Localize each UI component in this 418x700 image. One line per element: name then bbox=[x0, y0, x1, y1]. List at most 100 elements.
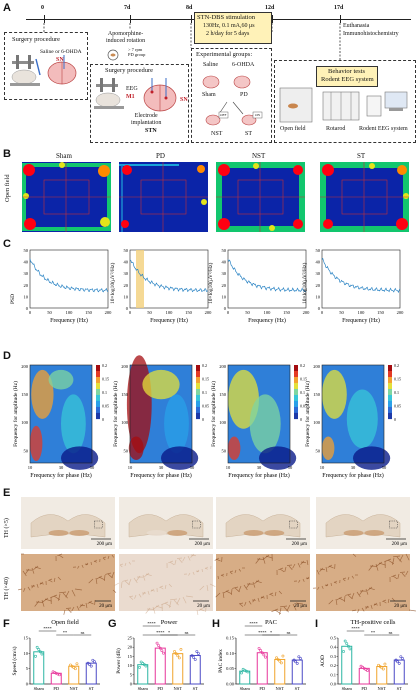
th-fiber bbox=[375, 563, 379, 571]
data-point bbox=[138, 665, 141, 669]
th-fiber bbox=[365, 605, 369, 610]
chart-title: PAC bbox=[265, 619, 277, 626]
group-title-pd-b: PD bbox=[156, 152, 165, 160]
psd-xtick: 50 bbox=[147, 310, 152, 315]
data-point bbox=[346, 644, 350, 648]
panel-label-c: C bbox=[3, 238, 11, 250]
th-fiber bbox=[234, 587, 240, 593]
th-fiber bbox=[392, 575, 398, 580]
th-fiber bbox=[257, 597, 260, 602]
chart-ytick: 10 bbox=[128, 663, 133, 668]
timeline-tick-8d bbox=[191, 15, 192, 23]
th-fiber bbox=[239, 603, 244, 607]
pac-colorbar-segment bbox=[196, 400, 200, 408]
scale-200um: 200 μm bbox=[292, 542, 307, 547]
th-fiber bbox=[373, 603, 378, 606]
group-saline: Saline bbox=[203, 62, 218, 68]
data-point bbox=[342, 650, 345, 653]
pac-colorbar-segment bbox=[294, 382, 298, 390]
data-point bbox=[88, 663, 92, 667]
chart-xtick: ST bbox=[89, 686, 95, 691]
th-fiber bbox=[328, 599, 334, 605]
pac-colorbar-tick: 0.15 bbox=[202, 376, 209, 381]
pac-colorbar-segment bbox=[196, 388, 200, 396]
pac-colorbar-segment bbox=[96, 412, 100, 420]
data-point bbox=[394, 658, 398, 662]
data-point bbox=[40, 652, 44, 656]
psd-ytick: 0 bbox=[318, 306, 321, 311]
data-point bbox=[93, 660, 96, 664]
psd-xtick: 150 bbox=[185, 310, 193, 315]
psd-ytick: 0 bbox=[26, 306, 29, 311]
th-fiber bbox=[255, 580, 262, 583]
eeg-label: EEG bbox=[126, 86, 138, 92]
psd-frame bbox=[227, 249, 307, 309]
th-fiber bbox=[85, 602, 88, 608]
th-fiber bbox=[243, 584, 248, 591]
th-fiber bbox=[352, 553, 357, 557]
pac-blob bbox=[128, 436, 144, 461]
psd-xlabel: Frequency (Hz) bbox=[150, 317, 188, 324]
pac-colorbar-tick: 0.1 bbox=[394, 390, 399, 395]
th-fiber bbox=[217, 575, 219, 580]
pac-colorbar-segment bbox=[196, 376, 200, 384]
th-fiber bbox=[145, 573, 152, 576]
m1-label: M1 bbox=[126, 94, 135, 100]
th-fiber bbox=[201, 568, 203, 573]
th-fiber bbox=[178, 558, 183, 564]
th-fiber bbox=[328, 565, 334, 569]
th-fiber bbox=[222, 591, 225, 598]
th-fiber bbox=[104, 574, 106, 582]
th-fiber bbox=[95, 577, 98, 584]
th-fiber bbox=[265, 555, 273, 559]
pac-colorbar-tick: 0.1 bbox=[300, 390, 305, 395]
label-rotarod: Rotarod bbox=[326, 126, 346, 132]
th-fiber bbox=[278, 590, 282, 595]
th-fiber bbox=[274, 591, 277, 596]
pac-ylabel: Frequency for amplitude (Hz) bbox=[112, 381, 119, 447]
th-fiber bbox=[396, 556, 402, 563]
data-point bbox=[292, 658, 296, 662]
rpm-label: > 7 rpm PD group bbox=[128, 47, 146, 57]
th-zoom-box bbox=[289, 520, 298, 529]
pac-colorbar-tick: 0.15 bbox=[102, 376, 109, 381]
psd-ytick: 20 bbox=[24, 283, 29, 288]
scale-20um: 20 μm bbox=[99, 604, 112, 609]
pac-xtick: 10 bbox=[128, 465, 133, 470]
th-fiber bbox=[59, 591, 67, 594]
data-point bbox=[174, 652, 178, 656]
th-fiber bbox=[168, 583, 172, 588]
psd-curve bbox=[227, 259, 307, 293]
chart-ytick: 15 bbox=[24, 636, 29, 641]
sig-label: **** bbox=[258, 630, 266, 635]
psd-xtick: 150 bbox=[283, 310, 291, 315]
summary-bar-charts: Open field 15 10 5 0 Speed (cm/s) Sham PD NST ST *… bbox=[11, 619, 408, 691]
sig-label: **** bbox=[43, 626, 51, 631]
chart-ytick: 5 bbox=[26, 666, 29, 671]
data-point bbox=[139, 660, 143, 664]
data-point bbox=[278, 659, 282, 663]
chart-xtick: PD bbox=[259, 686, 266, 691]
data-point bbox=[73, 667, 77, 671]
psd-ytick: 40 bbox=[316, 260, 321, 265]
th-fiber bbox=[188, 572, 191, 576]
pac-ytick: 200 bbox=[121, 364, 129, 369]
th-fiber bbox=[120, 563, 124, 566]
th-fiber bbox=[77, 565, 80, 569]
th-fiber bbox=[199, 608, 205, 612]
sig-label: **** bbox=[249, 621, 257, 626]
th-sn-region bbox=[146, 530, 167, 536]
bar bbox=[274, 658, 286, 685]
th-x40-image bbox=[119, 554, 213, 611]
data-point bbox=[262, 653, 266, 657]
bar bbox=[172, 653, 184, 685]
bar bbox=[50, 672, 62, 685]
data-point bbox=[246, 670, 250, 674]
data-point bbox=[240, 671, 243, 675]
psd-ytick: 10 bbox=[124, 294, 129, 299]
data-point bbox=[345, 642, 349, 646]
pac-frame bbox=[227, 364, 291, 464]
chart-title: Open field bbox=[51, 619, 79, 626]
